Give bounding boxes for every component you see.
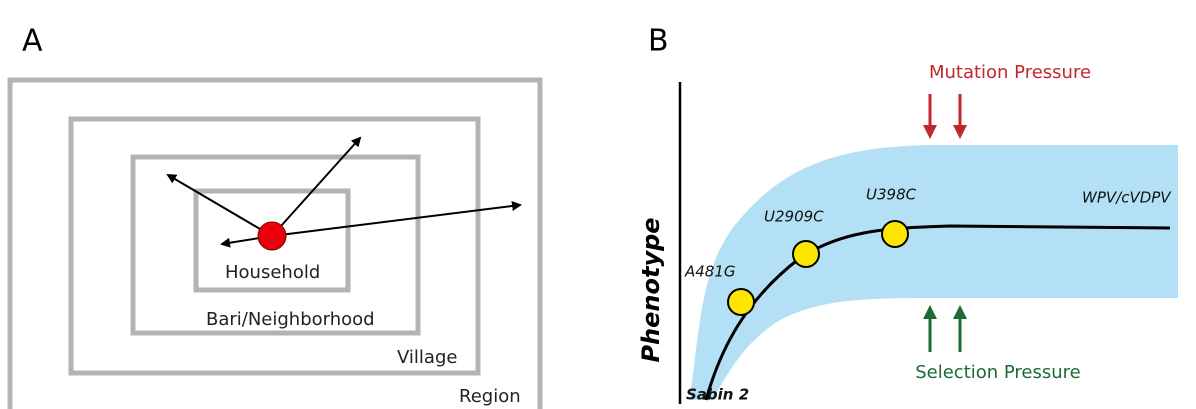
axis-label: Phenotype	[637, 217, 665, 362]
level-label: Bari/Neighborhood	[206, 309, 375, 330]
band	[690, 145, 1178, 400]
top-pressure-label: Mutation Pressure	[929, 62, 1091, 83]
selection-arrows	[923, 305, 967, 352]
mutation-points	[727, 220, 909, 316]
level-label: Village	[397, 347, 457, 368]
origin-point	[257, 221, 287, 251]
level-label: Region	[459, 386, 521, 407]
mutation-label: U2909C	[764, 208, 824, 226]
bottom-pressure-label: Selection Pressure	[915, 362, 1081, 383]
start-label: Sabin 2	[686, 386, 749, 404]
mutation-arrows	[923, 94, 967, 139]
nested-boxes	[7, 77, 543, 409]
mutation-label: U398C	[866, 186, 917, 204]
end-label: WPV/cVDPV	[1082, 189, 1172, 207]
level-label: Household	[225, 262, 320, 283]
arrows	[166, 136, 522, 248]
panel-label: B	[648, 24, 669, 59]
mutation-label: A481G	[684, 263, 736, 281]
panel-label: A	[22, 24, 43, 59]
